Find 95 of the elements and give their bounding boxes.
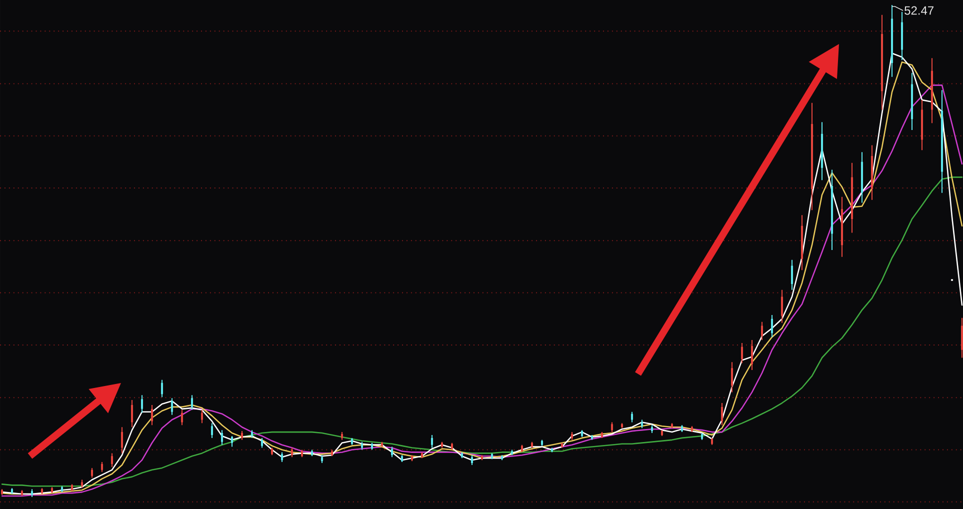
candlestick [411, 455, 414, 462]
candlestick [211, 423, 214, 438]
candlestick [591, 434, 594, 440]
candlestick [461, 452, 464, 458]
candlestick [171, 398, 174, 415]
candlestick [31, 489, 34, 497]
candlestick [791, 260, 794, 290]
candlestick [271, 448, 274, 456]
candlestick [351, 438, 354, 445]
candlestick [381, 442, 384, 447]
candlestick [941, 90, 944, 193]
candlestick [341, 432, 344, 440]
candlestick [891, 4, 894, 77]
candlestick [301, 450, 304, 458]
candlestick [611, 422, 614, 432]
candlestick [571, 432, 574, 440]
candlestick [801, 215, 804, 270]
candlestick [321, 455, 324, 464]
candlestick [451, 442, 454, 450]
candlestick [191, 395, 194, 410]
candlestick [821, 122, 824, 180]
candlestick [491, 453, 494, 460]
candlestick [101, 462, 104, 472]
candlestick [731, 362, 734, 392]
candlestick [51, 487, 54, 494]
candlestick [141, 395, 144, 413]
candlestick [11, 488, 14, 494]
candlestick [691, 426, 694, 432]
candlestick [701, 433, 704, 440]
candlestick [741, 342, 744, 364]
candlestick [881, 14, 884, 110]
candlestick [371, 442, 374, 450]
candlestick [161, 380, 164, 398]
candlestick [671, 423, 674, 428]
annotation: 52.47 [904, 6, 934, 15]
candlestick [681, 425, 684, 432]
candlestick [661, 430, 664, 436]
candlestick [911, 72, 913, 130]
candlestick [121, 427, 124, 454]
candlestick [201, 410, 204, 424]
candlestick [441, 442, 444, 448]
candlestick [281, 452, 284, 462]
candlestick [561, 442, 564, 448]
candlestick [811, 102, 814, 210]
candlestick [91, 468, 94, 478]
candlestick [541, 440, 544, 446]
candlestick [131, 400, 134, 428]
candlestick [901, 12, 903, 60]
candlestick [711, 438, 714, 445]
candlestick [921, 100, 924, 150]
candlestick [931, 58, 934, 124]
candlestick [231, 436, 234, 447]
candlestick [521, 444, 524, 452]
candlestick [21, 490, 24, 496]
candlestick [431, 434, 434, 448]
candlestick [291, 448, 294, 458]
candlestick [181, 410, 184, 426]
candlestick [391, 446, 394, 458]
candlestick [831, 170, 834, 250]
candlestick [41, 488, 44, 494]
candlestick [781, 290, 784, 323]
candlestick [81, 480, 84, 488]
candlestick [401, 455, 404, 462]
candlestick [251, 430, 254, 438]
candlestick [241, 431, 244, 440]
candlestick [771, 314, 774, 338]
candlestick [841, 196, 843, 257]
candlestick [71, 484, 74, 492]
candlestick [1, 489, 4, 496]
candlestick [601, 432, 604, 438]
candlestick [261, 438, 264, 448]
candlestick [531, 442, 534, 448]
candlestick [361, 442, 364, 450]
candlestick [481, 455, 484, 460]
candlestick [861, 152, 864, 203]
candlestick [751, 340, 754, 370]
candlestick [851, 162, 854, 233]
candlestick [421, 452, 424, 458]
candlestick [721, 403, 724, 426]
candlestick [501, 455, 504, 460]
candlestick [61, 486, 64, 492]
candlestick [761, 322, 764, 340]
candlestick [311, 450, 314, 456]
candlestick [631, 412, 634, 422]
candlestick [581, 430, 584, 437]
candlestick [331, 450, 334, 456]
candlestick [651, 425, 654, 434]
candlestick [871, 145, 874, 200]
candlestick [221, 430, 224, 445]
candlestick [641, 420, 644, 428]
candlestick [511, 450, 514, 456]
candlestick [471, 455, 474, 466]
candlestick [151, 404, 154, 426]
candlestick [621, 423, 624, 428]
candlestick [111, 453, 114, 467]
